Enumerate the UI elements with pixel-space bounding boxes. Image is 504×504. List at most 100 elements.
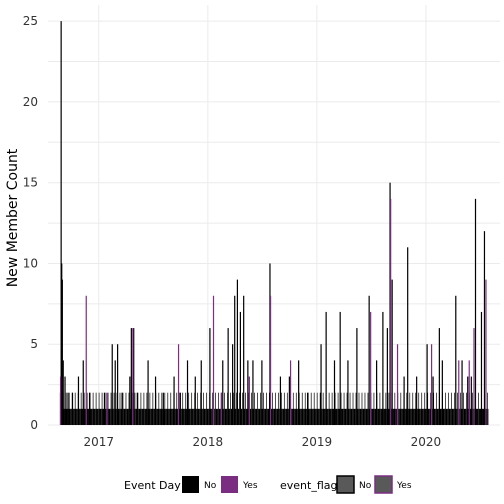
baseline-bar bbox=[250, 408, 252, 425]
bar-no bbox=[173, 376, 175, 425]
baseline-bar bbox=[259, 408, 261, 425]
baseline-bar bbox=[150, 408, 151, 425]
baseline-bar bbox=[167, 392, 169, 425]
bar-no bbox=[386, 328, 388, 425]
baseline-bar bbox=[165, 408, 166, 425]
baseline-bar bbox=[286, 408, 288, 425]
baseline-bar bbox=[305, 408, 307, 425]
baseline-bar bbox=[482, 408, 484, 425]
y-tick-label: 5 bbox=[30, 337, 38, 351]
baseline-bar bbox=[417, 408, 418, 425]
baseline-bar bbox=[263, 408, 265, 425]
baseline-bar bbox=[156, 408, 158, 425]
baseline-bar bbox=[138, 408, 140, 425]
baseline-bar bbox=[380, 408, 382, 425]
baseline-bar bbox=[438, 408, 439, 425]
baseline-bar bbox=[352, 408, 353, 425]
baseline-bar bbox=[144, 408, 145, 425]
baseline-bar bbox=[284, 408, 286, 425]
x-tick-labels: 2017 2018 2019 2020 bbox=[84, 435, 442, 449]
bar-no bbox=[136, 392, 138, 425]
baseline-bar bbox=[123, 408, 125, 425]
baseline-bar bbox=[380, 408, 381, 425]
baseline-bar bbox=[335, 408, 337, 425]
bar-no bbox=[432, 376, 434, 425]
baseline-bar bbox=[141, 408, 142, 425]
baseline-bar bbox=[302, 408, 304, 425]
baseline-bar bbox=[70, 408, 71, 425]
baseline-bar bbox=[273, 408, 275, 425]
baseline-bar bbox=[346, 392, 348, 425]
baseline-bar bbox=[143, 392, 145, 425]
baseline-bar bbox=[301, 408, 302, 425]
baseline-bar bbox=[344, 408, 346, 425]
baseline-bar bbox=[322, 408, 323, 425]
baseline-bar bbox=[385, 392, 387, 425]
baseline-bar bbox=[188, 408, 190, 425]
baseline-bar bbox=[256, 408, 258, 425]
baseline-bar bbox=[118, 408, 120, 425]
bar-yes bbox=[85, 295, 87, 425]
baseline-bar bbox=[411, 408, 413, 425]
baseline-bar bbox=[185, 408, 187, 425]
baseline-bar bbox=[387, 408, 389, 425]
baseline-bar bbox=[338, 408, 340, 425]
baseline-bar bbox=[113, 392, 115, 425]
baseline-bar bbox=[93, 408, 95, 425]
baseline-bar bbox=[205, 408, 207, 425]
baseline-bar bbox=[419, 408, 421, 425]
baseline-bar bbox=[154, 408, 156, 425]
baseline-bar bbox=[449, 408, 451, 425]
baseline-bar bbox=[215, 408, 217, 425]
baseline-bar bbox=[393, 408, 394, 425]
baseline-bar bbox=[423, 408, 425, 425]
baseline-bar bbox=[358, 408, 359, 425]
baseline-bar bbox=[183, 408, 185, 425]
baseline-bar bbox=[108, 408, 109, 425]
baseline-bar bbox=[472, 392, 473, 425]
baseline-bar bbox=[285, 408, 287, 425]
baseline-bar bbox=[362, 408, 364, 425]
baseline-bar bbox=[472, 408, 474, 425]
baseline-bar bbox=[267, 408, 269, 425]
bar-no bbox=[288, 376, 290, 425]
baseline-bar bbox=[241, 408, 243, 425]
baseline-bar bbox=[274, 392, 276, 425]
baseline-bar bbox=[322, 392, 324, 425]
baseline-bar bbox=[349, 392, 351, 425]
baseline-bar bbox=[80, 408, 81, 425]
y-tick-label: 20 bbox=[23, 95, 38, 109]
baseline-bar bbox=[374, 408, 376, 425]
baseline-bar bbox=[373, 392, 375, 425]
baseline-bar bbox=[415, 392, 417, 425]
baseline-bar bbox=[278, 408, 280, 425]
baseline-bar bbox=[321, 408, 323, 425]
bar-no bbox=[103, 392, 106, 425]
bar-yes bbox=[430, 344, 433, 425]
baseline-bar bbox=[255, 408, 256, 425]
baseline-bar bbox=[323, 408, 325, 425]
baseline-bar bbox=[361, 392, 363, 425]
baseline-bar bbox=[73, 408, 75, 425]
legend-key bbox=[221, 476, 238, 493]
baseline-bar bbox=[127, 408, 129, 425]
baseline-bar bbox=[476, 408, 478, 425]
baseline-bar bbox=[444, 408, 445, 425]
baseline-bar bbox=[378, 408, 380, 425]
baseline-bar bbox=[208, 408, 209, 425]
baseline-bar bbox=[151, 408, 153, 425]
baseline-bar bbox=[96, 408, 98, 425]
baseline-bar bbox=[413, 408, 414, 425]
baseline-bar bbox=[395, 408, 396, 425]
baseline-bar bbox=[349, 408, 350, 425]
baseline-bar bbox=[398, 408, 400, 425]
bar-no bbox=[441, 360, 443, 425]
baseline-bar bbox=[220, 408, 221, 425]
bar-yes bbox=[269, 295, 272, 425]
baseline-bar bbox=[153, 408, 155, 425]
baseline-bar bbox=[448, 408, 450, 425]
baseline-bar bbox=[226, 408, 227, 425]
bar-no bbox=[129, 376, 131, 425]
baseline-bar bbox=[315, 408, 316, 425]
baseline-bar bbox=[312, 408, 314, 425]
